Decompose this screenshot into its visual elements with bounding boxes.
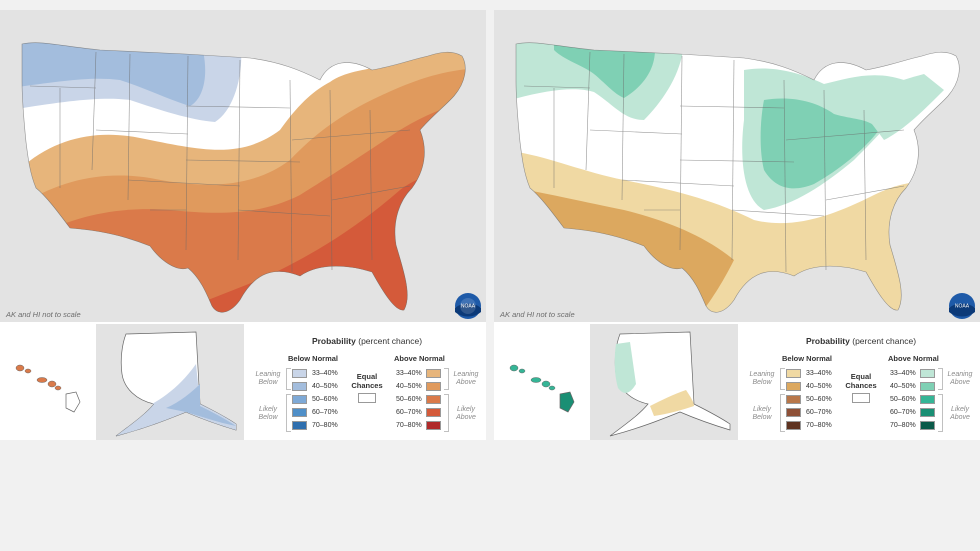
temperature-outlook-panel: AK and HI not to scale NOAA (0, 10, 486, 440)
above-normal-header: Above Normal (394, 354, 445, 363)
legend-bracket (938, 368, 943, 390)
above-range-label: 40–50% (890, 383, 916, 390)
precipitation-outlook-panel: AK and HI not to scale NOAA (494, 10, 980, 440)
above-swatch (920, 382, 935, 391)
above-swatch (920, 421, 935, 430)
below-range-label: 40–50% (312, 383, 338, 390)
below-swatch (786, 382, 801, 391)
below-swatch (786, 369, 801, 378)
below-normal-header: Below Normal (782, 354, 833, 363)
below-swatch (292, 395, 307, 404)
alaska-svg (609, 331, 731, 437)
below-range-label: 50–60% (806, 396, 832, 403)
below-swatch (292, 382, 307, 391)
likely-above-label: Likely Above (456, 406, 476, 421)
below-range-label: 40–50% (806, 383, 832, 390)
legend-bracket (444, 394, 449, 432)
above-range-label: 60–70% (396, 409, 422, 416)
map-scale-note: AK and HI not to scale (500, 310, 575, 319)
below-swatch (292, 408, 307, 417)
below-range-label: 60–70% (312, 409, 338, 416)
alaska-svg (115, 331, 237, 437)
legend-bracket (938, 394, 943, 432)
equal-chances-swatch (852, 393, 870, 403)
leaning-below-label: Leaning Below (749, 371, 775, 386)
above-swatch (920, 369, 935, 378)
below-swatch (786, 408, 801, 417)
noaa-logo-icon: NOAA (455, 293, 481, 319)
map-scale-note: AK and HI not to scale (6, 310, 81, 319)
below-range-label: 70–80% (312, 422, 338, 429)
hawaii-svg (15, 364, 81, 413)
legend-title-text: Probability (311, 336, 356, 346)
legend-title: Probability (percent chance) (742, 336, 980, 346)
above-swatch (920, 408, 935, 417)
below-normal-header: Below Normal (288, 354, 339, 363)
below-range-label: 50–60% (312, 396, 338, 403)
above-swatch (920, 395, 935, 404)
hawaii-inset (494, 324, 586, 440)
conus-precipitation-map (494, 10, 980, 322)
above-range-label: 50–60% (890, 396, 916, 403)
above-normal-header: Above Normal (888, 354, 939, 363)
above-swatch (426, 408, 441, 417)
legend-title-text: Probability (805, 336, 850, 346)
above-range-label: 33–40% (396, 370, 422, 377)
below-swatch (292, 369, 307, 378)
noaa-logo-text: NOAA (955, 304, 970, 310)
below-range-label: 70–80% (806, 422, 832, 429)
above-range-label: 70–80% (890, 422, 916, 429)
likely-below-label: Likely Below (752, 406, 772, 421)
below-range-label: 33–40% (312, 370, 338, 377)
leaning-below-label: Leaning Below (255, 371, 281, 386)
below-swatch (786, 395, 801, 404)
above-range-label: 60–70% (890, 409, 916, 416)
probability-legend: Probability (percent chance) Below Norma… (248, 324, 486, 440)
legend-bracket (286, 394, 291, 432)
conus-temperature-map (0, 10, 486, 322)
above-swatch (426, 421, 441, 430)
legend-bracket (780, 368, 785, 390)
conus-precipitation-svg (494, 10, 980, 322)
legend-bracket (286, 368, 291, 390)
noaa-logo-icon: NOAA (949, 293, 975, 319)
equal-chances-label: Equal Chances (351, 372, 383, 390)
below-swatch (292, 421, 307, 430)
above-range-label: 33–40% (890, 370, 916, 377)
likely-above-label: Likely Above (950, 406, 970, 421)
legend-title-sub: (percent chance) (852, 336, 917, 346)
probability-legend: Probability (percent chance) Below Norma… (742, 324, 980, 440)
legend-bracket (444, 368, 449, 390)
conus-temperature-svg (0, 10, 486, 322)
alaska-inset (590, 324, 738, 440)
legend-title: Probability (percent chance) (248, 336, 486, 346)
hawaii-svg (509, 364, 575, 413)
above-swatch (426, 395, 441, 404)
equal-chances-label: Equal Chances (845, 372, 877, 390)
below-range-label: 60–70% (806, 409, 832, 416)
above-swatch (426, 382, 441, 391)
noaa-logo-text: NOAA (461, 304, 476, 310)
below-swatch (786, 421, 801, 430)
above-range-label: 70–80% (396, 422, 422, 429)
likely-below-label: Likely Below (258, 406, 278, 421)
legend-title-sub: (percent chance) (358, 336, 423, 346)
hawaii-inset (0, 324, 92, 440)
leaning-above-label: Leaning Above (947, 371, 973, 386)
alaska-inset (96, 324, 244, 440)
above-range-label: 50–60% (396, 396, 422, 403)
below-range-label: 33–40% (806, 370, 832, 377)
equal-chances-swatch (358, 393, 376, 403)
leaning-above-label: Leaning Above (453, 371, 479, 386)
above-swatch (426, 369, 441, 378)
legend-bracket (780, 394, 785, 432)
above-range-label: 40–50% (396, 383, 422, 390)
